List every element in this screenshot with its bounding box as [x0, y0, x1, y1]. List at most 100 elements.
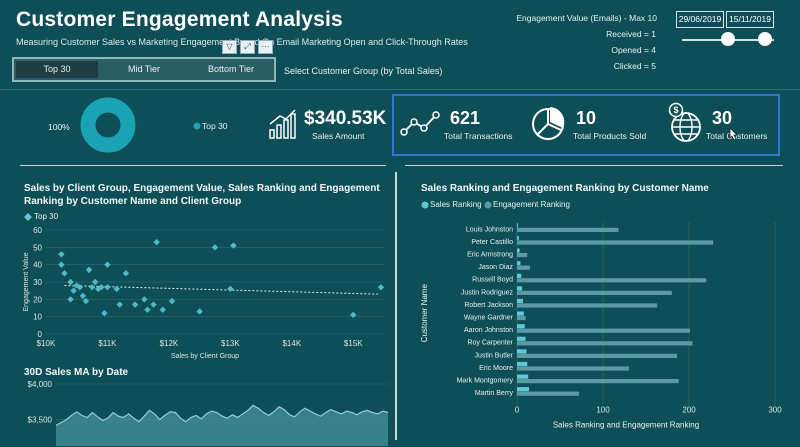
bar-category-label: Russell Boyd: [472, 277, 513, 284]
bar-sales-ranking: [517, 286, 523, 291]
sales-amount-value: $340.53K: [304, 108, 387, 129]
bar-category-label: Wayne Gardner: [464, 315, 514, 322]
bar-engagement-ranking: [517, 240, 714, 245]
scatter-y-tick: 0: [38, 330, 43, 339]
bar-sales-ranking: [517, 248, 520, 253]
scatter-y-tick: 20: [33, 295, 42, 304]
scatter-x-tick: $10K: [37, 339, 56, 348]
scatter-point: [227, 285, 234, 293]
bar-category-label: Robert Jackson: [464, 302, 513, 309]
scatter-x-axis-label: Sales by Client Group: [171, 353, 239, 360]
legend-label-engagement-ranking: Engagement Ranking: [493, 200, 570, 209]
legend-label-sales-ranking: Sales Ranking: [430, 200, 482, 209]
bar-category-label: Eric Armstrong: [467, 252, 513, 259]
globe-dollar-icon: $: [668, 102, 701, 142]
ma-y-tick: $4,000: [28, 380, 53, 389]
products-label: Total Products Sold: [573, 131, 647, 141]
bar-sales-ranking: [517, 336, 526, 341]
bar-category-label: Roy Carpenter: [467, 340, 513, 347]
scatter-chart[interactable]: 0 10 20 30 40 50 60 $10K $11K $12K $13K $14K $15K Sal…: [20, 222, 392, 362]
scatter-point: [67, 296, 74, 303]
scatter-legend-label: Top 30: [34, 212, 59, 221]
segment-bottom-tier[interactable]: Bottom Tier: [207, 64, 254, 74]
end-date-input[interactable]: 15/11/2019: [726, 11, 774, 28]
scatter-point: [58, 251, 65, 258]
kpi-highlight-box: [392, 94, 780, 156]
scatter-point: [211, 244, 219, 251]
scatter-point: [104, 284, 111, 291]
bar-x-tick: 0: [515, 405, 520, 414]
scatter-point: [196, 308, 203, 315]
scatter-point: [116, 301, 123, 308]
ma-title: 30D Sales MA by Date: [24, 367, 129, 378]
customer-group-slicer: Top 30 Mid Tier Bottom Tier: [12, 57, 276, 82]
scatter-point: [98, 284, 105, 291]
scatter-y-axis-label: Engagement Value: [23, 252, 30, 311]
donut-percent-label: 100%: [48, 122, 70, 132]
customer-group-label: Select Customer Group (by Total Sales): [284, 66, 443, 76]
bar-category-label: Jason Diaz: [478, 264, 513, 271]
bar-engagement-ranking: [517, 353, 677, 358]
scatter-y-tick: 50: [33, 243, 42, 252]
bar-engagement-ranking: [517, 265, 530, 270]
page-title: Customer Engagement Analysis: [16, 8, 343, 31]
start-date-input[interactable]: 29/06/2019: [676, 11, 724, 28]
bar-category-label: Martin Berry: [475, 390, 514, 397]
bar-engagement-ranking: [517, 328, 690, 333]
bar-x-axis-label: Sales Ranking and Engagement Ranking: [553, 420, 699, 429]
scatter-title-line2: Ranking by Customer Name and Client Grou…: [24, 196, 242, 207]
scatter-point: [350, 311, 357, 319]
bar-category-label: Aaron Johnston: [464, 327, 513, 334]
scatter-point: [159, 306, 166, 313]
mouse-cursor-icon: [729, 127, 738, 141]
scatter-point: [122, 270, 130, 277]
scatter-point: [230, 242, 237, 249]
date-slider-end-handle[interactable]: [757, 32, 772, 46]
legend-marker-engagement-ranking: [484, 201, 492, 209]
scatter-title-line1: Sales by Client Group, Engagement Value,…: [24, 183, 380, 194]
more-options-icon[interactable]: ⋯: [258, 40, 273, 54]
bar-category-label: Eric Moore: [479, 365, 513, 372]
filter-icon[interactable]: ▽: [222, 40, 237, 54]
segment-top-30[interactable]: Top 30: [16, 61, 98, 78]
scatter-point: [113, 285, 120, 293]
engagement-opened: Opened = 4: [611, 45, 656, 55]
bar-chart-title: Sales Ranking and Engagement Ranking by …: [421, 183, 709, 194]
bar-category-label: Peter Castillo: [471, 239, 513, 246]
bar-engagement-ranking: [517, 391, 579, 396]
bar-engagement-ranking: [517, 227, 619, 232]
bar-engagement-ranking: [517, 278, 707, 283]
ma-area-chart[interactable]: $4,000 $3,500: [20, 378, 392, 446]
bar-category-label: Louis Johnston: [466, 226, 513, 233]
bar-sales-ranking: [517, 235, 519, 241]
scatter-point: [377, 284, 385, 291]
bar-x-tick: 100: [596, 405, 610, 414]
bar-sales-ranking: [517, 349, 527, 354]
engagement-title: Engagement Value (Emails) - Max 10: [516, 13, 657, 23]
scatter-x-tick: $11K: [98, 339, 117, 348]
scatter-y-tick: 30: [33, 278, 42, 287]
ranking-bar-chart[interactable]: 0 100 200 300 Louis Johnston Peter Castillo Er…: [405, 214, 795, 444]
scatter-point: [131, 301, 139, 308]
bar-engagement-ranking: [517, 253, 528, 258]
donut-ring: [80, 97, 136, 153]
scatter-point: [144, 306, 151, 313]
scatter-x-tick: $12K: [160, 339, 179, 348]
customers-value: 30: [712, 108, 733, 128]
segment-mid-tier[interactable]: Mid Tier: [127, 64, 160, 74]
scatter-point: [101, 310, 108, 317]
focus-mode-icon[interactable]: ⤢: [240, 40, 255, 54]
bar-engagement-ranking: [517, 366, 629, 371]
scatter-point: [91, 278, 99, 286]
scatter-point: [58, 261, 65, 268]
scatter-point: [61, 270, 68, 277]
bar-engagement-ranking: [517, 290, 672, 295]
products-value: 10: [576, 108, 597, 128]
engagement-clicked: Clicked = 5: [613, 61, 656, 71]
scatter-point: [82, 297, 90, 305]
bar-sales-ranking: [517, 361, 528, 367]
date-slider-start-handle[interactable]: [721, 32, 735, 46]
scatter-legend-marker: [24, 213, 32, 221]
scatter-point: [70, 287, 77, 294]
engagement-received: Received = 1: [606, 29, 656, 39]
